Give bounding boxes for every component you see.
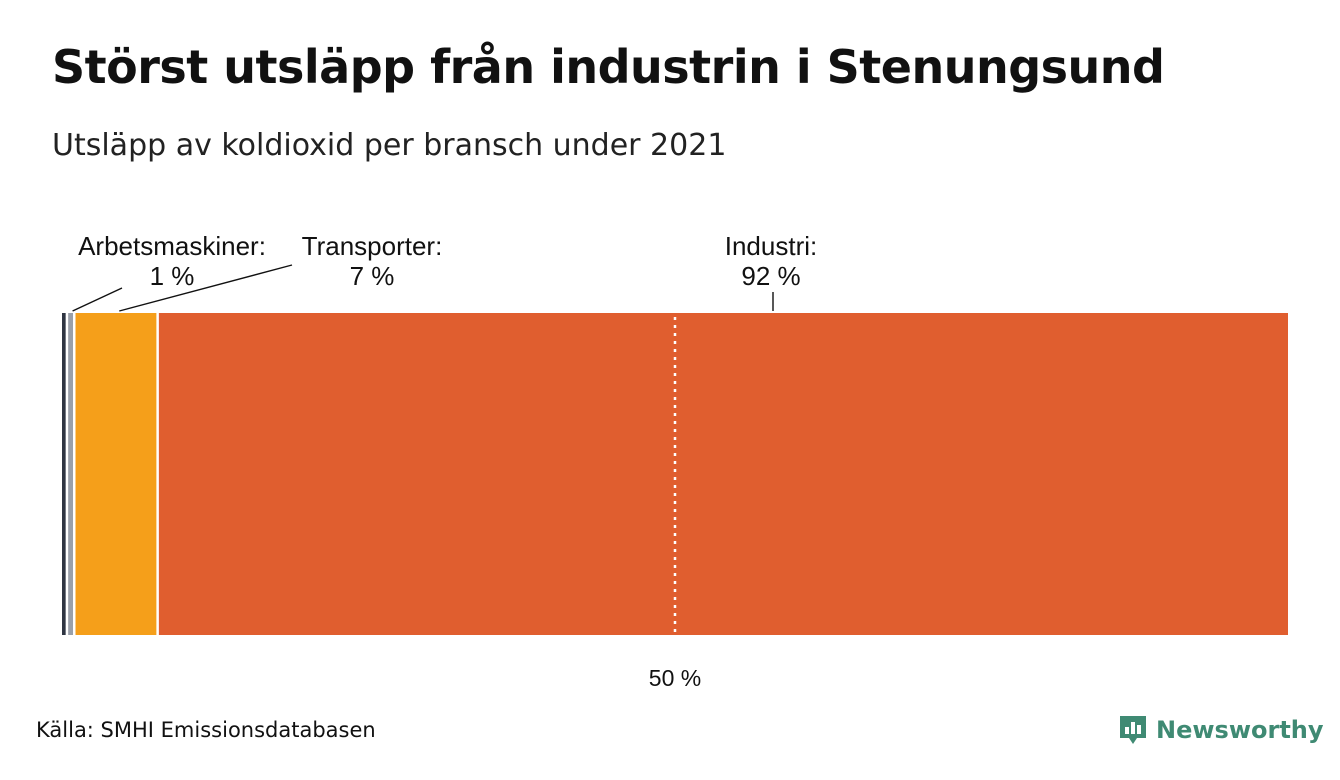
value-label-arbetsmaskiner: 1 % [150,261,195,291]
value-label-transporter: 7 % [350,261,395,291]
chart-subtitle: Utsläpp av koldioxid per bransch under 2… [52,128,727,163]
brand-name: Newsworthy [1156,716,1324,744]
leader-line-transporter [119,264,293,312]
leader-line-arbetsmaskiner [72,287,123,312]
bar-segment-vrigt [62,313,67,635]
bar-segment-arbetsmaskiner [66,313,75,635]
reference-line-label: 50 % [649,665,701,691]
value-label-industri: 92 % [741,261,800,291]
chart-title: Störst utsläpp från industrin i Stenungs… [52,40,1165,94]
label-arbetsmaskiner: Arbetsmaskiner: [78,231,266,261]
newsworthy-logo-icon [1120,716,1146,744]
brand-logo: Newsworthy [1118,712,1324,748]
source-note: Källa: SMHI Emissionsdatabasen [36,718,376,742]
label-transporter: Transporter: [302,231,443,261]
bar-segment-industri [157,313,1288,635]
label-industri: Industri: [725,231,818,261]
bar-segment-transporter [74,313,158,635]
